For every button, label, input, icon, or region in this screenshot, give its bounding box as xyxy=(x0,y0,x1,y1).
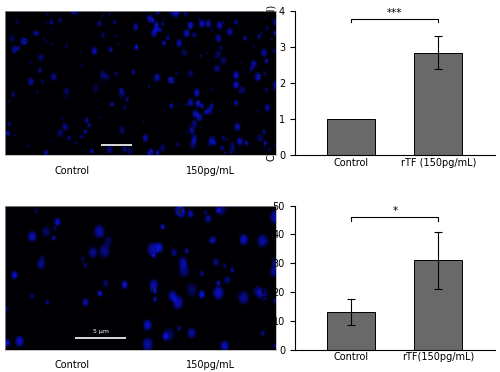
Text: *: * xyxy=(392,206,398,216)
Text: Control: Control xyxy=(54,166,90,176)
Bar xyxy=(414,52,463,155)
Text: 150pg/mL: 150pg/mL xyxy=(186,360,234,370)
Text: 5 μm: 5 μm xyxy=(92,330,108,334)
Bar xyxy=(414,260,463,350)
Bar xyxy=(328,119,376,155)
Text: 150pg/mL: 150pg/mL xyxy=(186,166,234,176)
Text: Control: Control xyxy=(54,360,90,370)
Y-axis label: Adhesion cells: Adhesion cells xyxy=(260,243,270,312)
Y-axis label: Cell adhesion (fold over control): Cell adhesion (fold over control) xyxy=(266,5,276,161)
Bar xyxy=(328,312,376,350)
Text: ***: *** xyxy=(387,8,402,18)
